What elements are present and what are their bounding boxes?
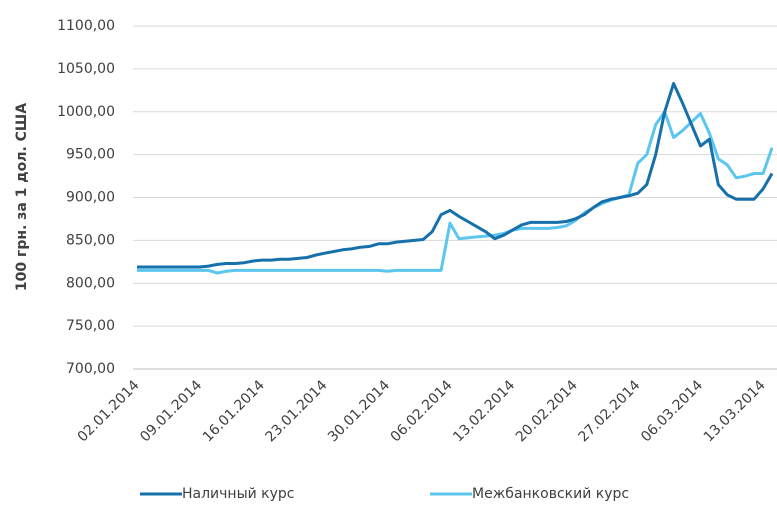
x-tick-label: 30.01.2014	[325, 377, 393, 445]
x-tick-label: 16.01.2014	[200, 377, 268, 445]
legend-label: Межбанковский курс	[472, 486, 629, 502]
y-tick-label: 800,00	[66, 275, 115, 291]
x-tick-label: 20.02.2014	[513, 377, 581, 445]
x-tick-label: 02.01.2014	[75, 377, 143, 445]
x-tick-label: 06.02.2014	[388, 377, 456, 445]
x-tick-label: 13.03.2014	[701, 377, 769, 445]
y-tick-label: 1050,00	[57, 61, 115, 77]
x-tick-label: 13.02.2014	[450, 377, 518, 445]
y-tick-label: 900,00	[66, 190, 115, 206]
y-tick-label: 750,00	[66, 318, 115, 334]
y-tick-label: 700,00	[66, 361, 115, 377]
x-tick-label: 09.01.2014	[137, 377, 205, 445]
y-axis-label: 100 грн. за 1 дол. США	[14, 103, 30, 291]
x-tick-label: 06.03.2014	[638, 377, 706, 445]
x-tick-label: 27.02.2014	[575, 377, 643, 445]
y-tick-label: 850,00	[66, 232, 115, 248]
y-tick-label: 1100,00	[57, 18, 115, 34]
x-tick-label: 23.01.2014	[262, 377, 330, 445]
y-tick-label: 950,00	[66, 147, 115, 163]
y-tick-label: 1000,00	[57, 104, 115, 120]
legend-label: Наличный курс	[182, 486, 295, 502]
series-line	[137, 82, 774, 269]
series-line	[137, 110, 774, 275]
